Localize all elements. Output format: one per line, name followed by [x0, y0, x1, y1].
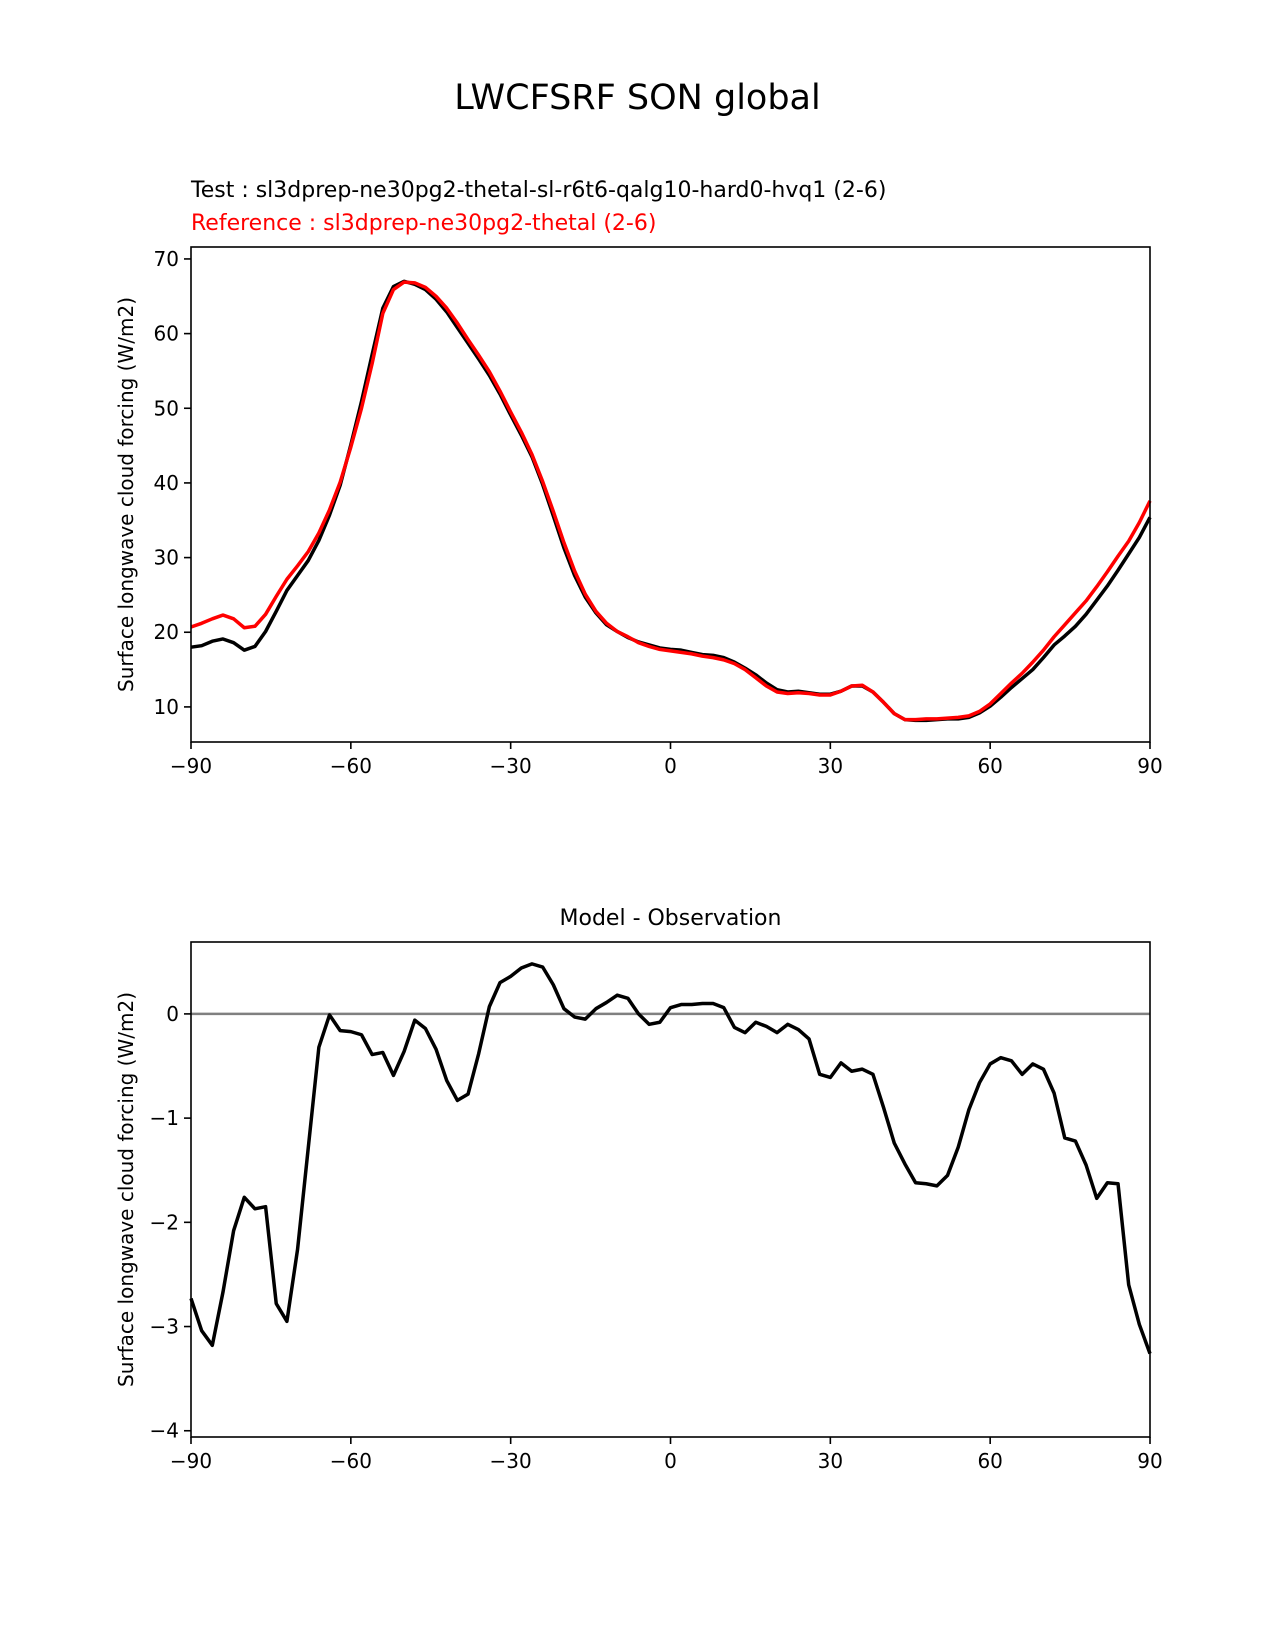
y-axis-label: Surface longwave cloud forcing (W/m2) [114, 992, 138, 1387]
x-tick-label: 0 [664, 1449, 677, 1473]
x-tick-label: −30 [490, 754, 532, 778]
bottom-panel: Model - Observation −90 −60 −30 0 30 60 90−4−3… [114, 906, 1163, 1473]
x-tick-label: 30 [818, 1449, 843, 1473]
y-tick-label: 70 [154, 247, 179, 271]
x-tick-label: −90 [170, 754, 212, 778]
figure-title: LWCFSRF SON global [454, 78, 820, 118]
y-tick-label: −4 [150, 1419, 179, 1443]
y-axis-label: Surface longwave cloud forcing (W/m2) [114, 297, 138, 692]
x-tick-label: −60 [330, 1449, 372, 1473]
y-tick-label: 30 [154, 546, 179, 570]
top-panel: Test : sl3dprep-ne30pg2-thetal-sl-r6t6-q… [114, 178, 1163, 778]
x-tick-label: −60 [330, 754, 372, 778]
y-tick-label: 20 [154, 620, 179, 644]
x-tick-label: 0 [664, 754, 677, 778]
x-tick-label: 60 [977, 754, 1002, 778]
x-tick-label: 90 [1137, 754, 1162, 778]
reference-series-line [190, 280, 1152, 722]
x-tick-label: −30 [490, 1449, 532, 1473]
x-tick-label: −90 [170, 1449, 212, 1473]
y-tick-label: 50 [154, 396, 179, 420]
y-tick-label: −1 [150, 1106, 179, 1130]
test-label: Test : sl3dprep-ne30pg2-thetal-sl-r6t6-q… [190, 178, 886, 203]
x-tick-label: 60 [977, 1449, 1002, 1473]
x-tick-label: 30 [818, 754, 843, 778]
y-tick-label: −2 [150, 1210, 179, 1234]
y-tick-label: 10 [154, 695, 179, 719]
difference-panel-title: Model - Observation [560, 906, 782, 931]
y-tick-label: −3 [150, 1315, 179, 1339]
y-tick-label: 60 [154, 322, 179, 346]
reference-label: Reference : sl3dprep-ne30pg2-thetal (2-6… [191, 211, 656, 236]
x-tick-label: 90 [1137, 1449, 1162, 1473]
y-tick-label: 0 [166, 1002, 179, 1026]
difference-series-line [189, 962, 1152, 1355]
y-tick-label: 40 [154, 471, 179, 495]
